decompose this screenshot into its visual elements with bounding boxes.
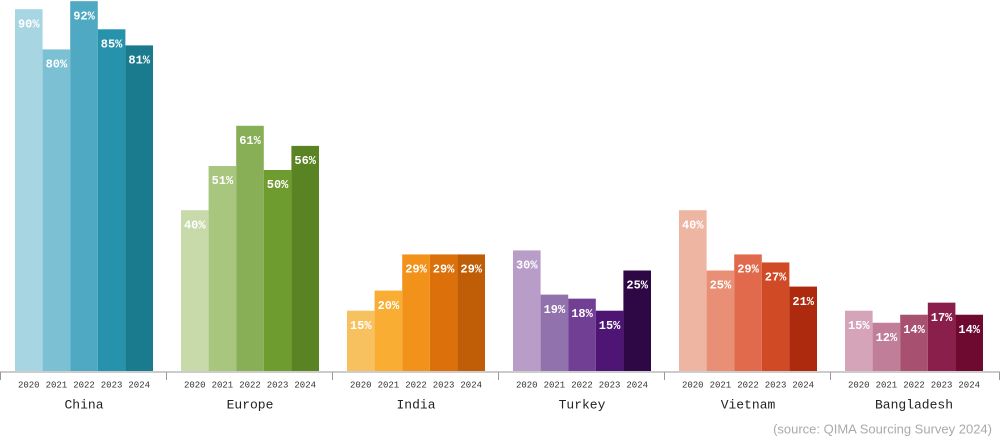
group-label: Bangladesh [875, 397, 953, 412]
bar [263, 170, 292, 371]
bar [42, 49, 71, 372]
value-label: 30% [516, 259, 538, 273]
x-tick-label: 2020 [18, 380, 40, 390]
bar [513, 250, 541, 371]
value-label: 14% [903, 323, 925, 337]
value-label: 20% [378, 299, 400, 313]
bar [595, 310, 624, 371]
x-tick-label: 2023 [931, 380, 953, 390]
bar [181, 210, 209, 371]
x-tick-label: 2021 [46, 380, 68, 390]
value-label: 12% [876, 331, 898, 345]
value-label: 21% [792, 295, 814, 309]
bar [789, 286, 817, 371]
bar [125, 45, 153, 371]
x-tick-label: 2022 [737, 380, 759, 390]
group-label: Europe [227, 397, 274, 412]
x-tick-label: 2020 [184, 380, 206, 390]
x-tick-label: 2021 [212, 380, 234, 390]
x-tick-label: 2021 [710, 380, 732, 390]
bar [872, 322, 901, 371]
value-label: 50% [267, 178, 289, 192]
x-tick-label: 2022 [239, 380, 261, 390]
bar [457, 254, 485, 371]
x-tick-label: 2020 [516, 380, 538, 390]
value-label: 56% [294, 154, 316, 168]
bar [402, 254, 430, 371]
value-label: 61% [239, 134, 261, 148]
x-tick-label: 2023 [433, 380, 455, 390]
group-label: Vietnam [721, 397, 776, 412]
value-label: 90% [18, 17, 40, 31]
group-label: India [396, 397, 435, 412]
x-tick-label: 2023 [267, 380, 289, 390]
x-tick-label: 2021 [876, 380, 898, 390]
bar [97, 29, 126, 372]
bar [208, 165, 237, 371]
value-label: 51% [212, 174, 234, 188]
bar [679, 210, 707, 371]
x-tick-label: 2024 [792, 380, 814, 390]
x-tick-label: 2024 [626, 380, 648, 390]
bar [900, 314, 928, 371]
x-tick-label: 2023 [765, 380, 787, 390]
x-tick-label: 2021 [378, 380, 400, 390]
x-tick-label: 2021 [544, 380, 566, 390]
bar [540, 294, 569, 371]
bar [347, 310, 375, 371]
value-label: 19% [544, 303, 566, 317]
bar [734, 254, 762, 371]
value-label: 40% [184, 218, 206, 232]
value-label: 15% [350, 319, 372, 333]
bar [927, 302, 956, 371]
x-tick-label: 2024 [958, 380, 980, 390]
value-label: 27% [765, 271, 787, 285]
source: (source: QIMA Sourcing Survey 2024) [773, 421, 992, 436]
value-label: 17% [931, 311, 953, 325]
value-label: 29% [405, 263, 427, 277]
x-tick-label: 2020 [350, 380, 372, 390]
bar [429, 254, 458, 371]
x-tick-label: 2022 [903, 380, 925, 390]
value-label: 14% [958, 323, 980, 337]
value-label: 29% [460, 263, 482, 277]
group-label: Turkey [559, 397, 606, 412]
value-label: 25% [710, 279, 732, 293]
bar [623, 270, 651, 371]
bar [955, 314, 983, 371]
value-label: 29% [737, 263, 759, 277]
value-label: 81% [128, 54, 150, 68]
x-tick-label: 2022 [73, 380, 95, 390]
value-label: 92% [73, 9, 95, 23]
group-label: China [64, 397, 103, 412]
bar [236, 125, 264, 371]
x-tick-label: 2023 [101, 380, 123, 390]
bar [15, 9, 43, 371]
bar [70, 1, 98, 371]
x-tick-label: 2022 [571, 380, 593, 390]
x-tick-label: 2020 [848, 380, 870, 390]
x-tick-label: 2022 [405, 380, 427, 390]
x-tick-label: 2024 [294, 380, 316, 390]
bar [568, 298, 596, 371]
value-label: 15% [848, 319, 870, 333]
x-tick-label: 2024 [128, 380, 150, 390]
value-label: 85% [101, 37, 123, 51]
value-label: 40% [682, 218, 704, 232]
x-tick-label: 2024 [460, 380, 482, 390]
value-label: 29% [433, 263, 455, 277]
bar [374, 290, 403, 371]
x-tick-label: 2023 [599, 380, 621, 390]
bar [706, 270, 735, 371]
bar [845, 310, 873, 371]
x-tick-label: 2020 [682, 380, 704, 390]
bar [761, 262, 790, 371]
value-label: 15% [599, 319, 621, 333]
value-label: 18% [571, 307, 593, 321]
bar [291, 145, 319, 371]
value-label: 80% [46, 58, 68, 72]
value-label: 25% [626, 279, 648, 293]
